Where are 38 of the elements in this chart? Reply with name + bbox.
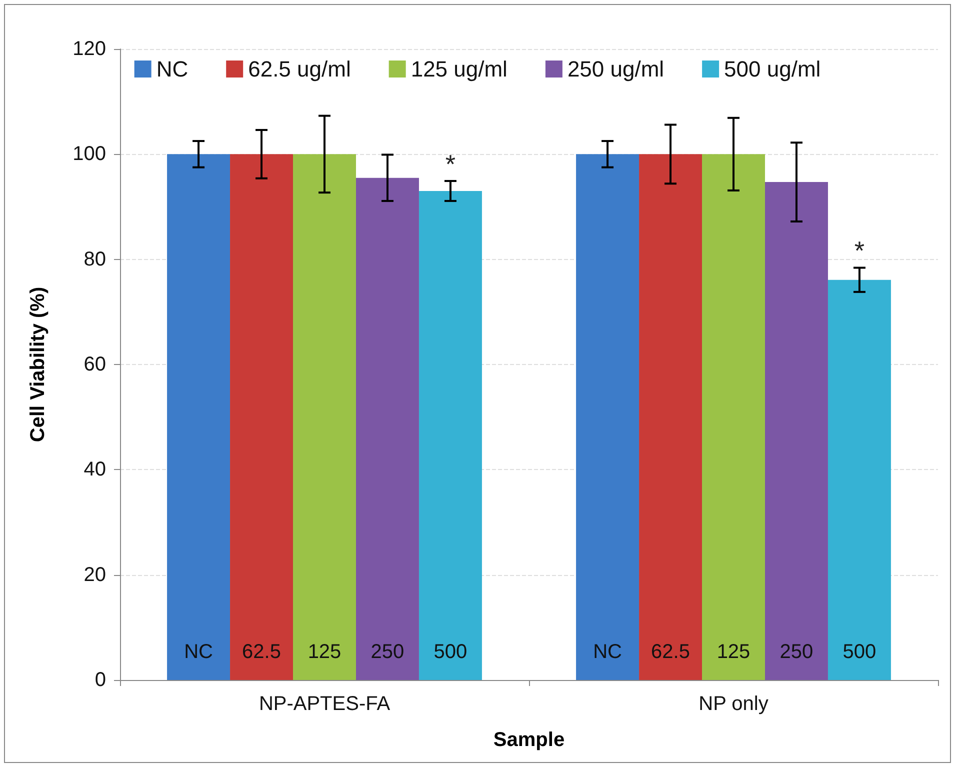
annotation: 250	[370, 641, 404, 663]
bar	[167, 154, 230, 680]
y-tick-label: 40	[84, 458, 106, 481]
y-tick-label: 60	[84, 354, 106, 376]
annotation: *	[854, 236, 865, 266]
y-tick-label: 20	[84, 564, 106, 586]
legend-label: 250 ug/ml	[567, 56, 664, 82]
annotation: 500	[842, 641, 876, 663]
annotation: 62.5	[651, 641, 690, 663]
bar	[764, 182, 828, 680]
y-axis-title: Cell Viability (%)	[27, 286, 49, 442]
annotation: 62.5	[242, 641, 281, 663]
legend-label: 62.5 ug/ml	[248, 56, 351, 82]
annotation: 500	[434, 641, 468, 663]
annotation: 125	[716, 641, 750, 663]
x-axis-title: Sample	[493, 729, 565, 751]
bar	[576, 154, 640, 680]
annotation: NC	[593, 641, 622, 663]
x-tick-label: NP only	[698, 693, 768, 715]
bar	[418, 190, 482, 680]
legend-label: NC	[156, 56, 188, 82]
annotation: 125	[308, 641, 342, 663]
bar	[702, 154, 765, 680]
annotation: *	[445, 148, 456, 179]
bar	[356, 178, 419, 680]
bar	[230, 154, 294, 680]
y-tick-label: 80	[84, 248, 106, 270]
bar	[828, 280, 891, 680]
annotation: 250	[780, 641, 814, 663]
x-tick-label: NP-APTES-FA	[258, 693, 391, 715]
y-tick-label: 100	[72, 143, 106, 166]
y-tick-label: 120	[72, 38, 106, 60]
bar	[639, 154, 702, 680]
y-tick-label: 0	[94, 669, 106, 691]
legend-label: 125 ug/ml	[410, 56, 508, 82]
annotation: NC	[184, 641, 213, 663]
legend-label: 500 ug/ml	[724, 56, 821, 82]
bar	[293, 154, 356, 680]
